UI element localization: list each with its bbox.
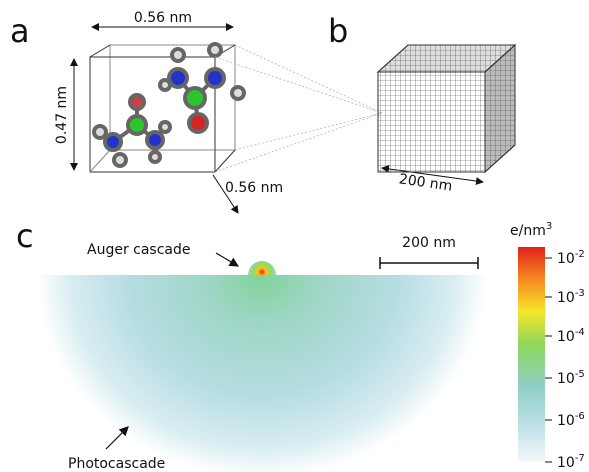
auger-hotspot: [248, 261, 276, 275]
arrow: [105, 426, 129, 450]
simulation-cube: [376, 43, 517, 174]
tick-label: 10-4: [557, 327, 585, 345]
colorbar-unit: e/nm3: [510, 221, 552, 239]
unit-text: e/nm: [510, 223, 546, 239]
tick-label: 10-2: [557, 249, 585, 267]
tick-label: 10-3: [557, 288, 585, 306]
annotation: Auger cascade: [87, 242, 191, 258]
arrow: [215, 252, 240, 267]
panel-label: b: [328, 12, 348, 50]
tick-exp: -7: [575, 453, 585, 464]
tick-base: 10: [557, 455, 575, 471]
dimension-label: 0.47 nm: [54, 86, 70, 144]
tick-base: 10: [557, 413, 575, 429]
tick-exp: -2: [575, 249, 585, 260]
tick-label: 10-6: [557, 411, 585, 429]
dimension-arrows: [70, 23, 484, 214]
dimension-label: 200 nm: [398, 171, 453, 194]
tick-exp: -6: [575, 411, 585, 422]
colorbar: [518, 247, 545, 462]
unit-cell: [89, 44, 236, 173]
tick-base: 10: [557, 251, 575, 267]
tick-base: 10: [557, 329, 575, 345]
tick-exp: -3: [575, 288, 585, 299]
scale-label: 200 nm: [402, 235, 456, 251]
annotation: Photocascade: [68, 456, 165, 472]
tick-base: 10: [557, 371, 575, 387]
dimension-label: 0.56 nm: [225, 180, 283, 196]
scale-bar: [379, 257, 479, 269]
tick-exp: -5: [575, 369, 585, 380]
dimension-label: 0.56 nm: [134, 10, 192, 26]
unit-sup: 3: [546, 221, 552, 232]
tick-exp: -4: [575, 327, 585, 338]
tick-label: 10-7: [557, 453, 585, 471]
colorbar-ticks: 10-210-310-410-510-610-7: [545, 249, 585, 471]
panel-label: c: [16, 217, 34, 255]
panel-label: a: [10, 12, 30, 50]
photocascade-plume: [37, 275, 487, 472]
zoom-lines: [214, 44, 383, 173]
tick-base: 10: [557, 290, 575, 306]
molecules: [92, 42, 246, 168]
tick-label: 10-5: [557, 369, 585, 387]
